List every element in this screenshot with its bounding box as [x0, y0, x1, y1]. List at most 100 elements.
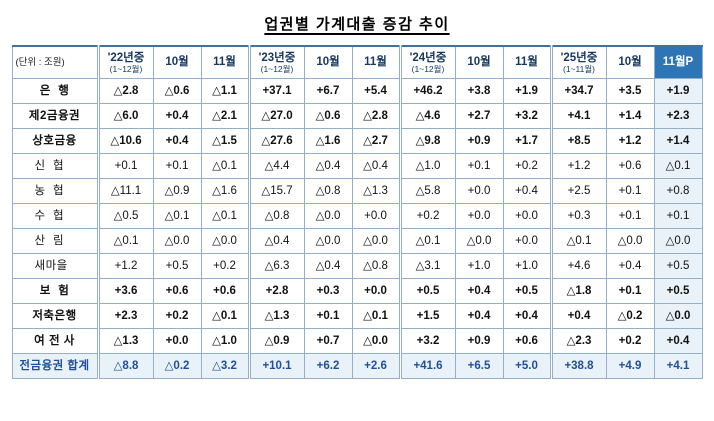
value-cell: △0.4 [351, 153, 401, 179]
value-cell: +4.1 [653, 353, 703, 379]
value-cell: △11.1 [96, 178, 154, 204]
value-cell: +8.5 [549, 128, 607, 154]
value-cell: +0.4 [549, 303, 607, 329]
value-cell: +0.1 [152, 153, 202, 179]
value-cell: +2.3 [96, 303, 154, 329]
value-cell: △0.1 [200, 303, 250, 329]
value-cell: +1.2 [549, 153, 607, 179]
value-cell: △2.3 [549, 328, 607, 354]
value-cell: +0.1 [653, 203, 703, 229]
header-month-cell: 10월 [454, 45, 504, 79]
table-row: 산 림 △0.1 △0.0 △0.0 △0.4 △0.0 △0.0 △0.1 △0.0 +0.0 △… [11, 228, 703, 254]
value-cell: +0.4 [152, 128, 202, 154]
header-month-cell: 11월P [653, 45, 703, 79]
value-cell: +0.2 [502, 153, 552, 179]
value-cell: △6.0 [96, 103, 154, 129]
value-cell: +0.6 [605, 153, 655, 179]
row-label: 수 협 [11, 203, 99, 229]
row-label: 보 험 [11, 278, 99, 304]
header-year-cell: '25년중 (1~11월) [549, 45, 607, 79]
value-cell: △1.5 [200, 128, 250, 154]
year-sub-label: (1~12월) [411, 63, 445, 74]
row-label: 은 행 [11, 78, 99, 104]
value-cell: △1.1 [200, 78, 250, 104]
value-cell: △6.3 [247, 253, 305, 279]
value-cell: +0.1 [605, 278, 655, 304]
value-cell: △0.0 [454, 228, 504, 254]
value-cell: △1.6 [303, 128, 353, 154]
value-cell: +0.7 [303, 328, 353, 354]
value-cell: △0.1 [351, 303, 401, 329]
year-label: '25년중 [560, 51, 598, 64]
value-cell: +0.6 [200, 278, 250, 304]
table-header-row: (단위 : 조원) '22년중 (1~12월) 10월 11월 '23년중 (1~12월) 1… [11, 45, 703, 79]
value-cell: +5.0 [502, 353, 552, 379]
household-loan-change-table: (단위 : 조원) '22년중 (1~12월) 10월 11월 '23년중 (1~12월) 1… [11, 45, 703, 379]
value-cell: △0.1 [96, 228, 154, 254]
row-label: 산 림 [11, 228, 99, 254]
table-header: (단위 : 조원) '22년중 (1~12월) 10월 11월 '23년중 (1~12월) 1… [11, 45, 703, 79]
value-cell: +0.1 [96, 153, 154, 179]
row-label: 여 전 사 [11, 328, 99, 354]
header-month-cell: 10월 [303, 45, 353, 79]
header-month-cell: 11월 [200, 45, 250, 79]
row-label: 제2금융권 [11, 103, 99, 129]
value-cell: +0.3 [303, 278, 353, 304]
value-cell: +37.1 [247, 78, 305, 104]
unit-label: (단위 : 조원) [11, 45, 99, 79]
value-cell: △1.0 [398, 153, 456, 179]
value-cell: △15.7 [247, 178, 305, 204]
value-cell: △0.2 [152, 353, 202, 379]
value-cell: △1.6 [200, 178, 250, 204]
value-cell: △2.8 [96, 78, 154, 104]
value-cell: +0.2 [200, 253, 250, 279]
value-cell: +4.6 [549, 253, 607, 279]
value-cell: +0.3 [549, 203, 607, 229]
value-cell: +3.8 [454, 78, 504, 104]
value-cell: △0.6 [152, 78, 202, 104]
value-cell: +1.4 [653, 128, 703, 154]
value-cell: △0.4 [247, 228, 305, 254]
value-cell: +0.4 [152, 103, 202, 129]
value-cell: +0.1 [605, 178, 655, 204]
value-cell: △1.0 [200, 328, 250, 354]
value-cell: △0.0 [351, 228, 401, 254]
value-cell: +6.2 [303, 353, 353, 379]
value-cell: +0.4 [502, 178, 552, 204]
year-label: '24년중 [409, 51, 447, 64]
table-row: 수 협 △0.5 △0.1 △0.1 △0.8 △0.0 +0.0 +0.2 +0.0 +0.0 +… [11, 203, 703, 229]
value-cell: △0.1 [152, 203, 202, 229]
value-cell: △0.0 [303, 228, 353, 254]
value-cell: +1.2 [96, 253, 154, 279]
table-row: 새마을 +1.2 +0.5 +0.2 △6.3 △0.4 △0.8 △3.1 +1.0 +1.0 +… [11, 253, 703, 279]
value-cell: +0.9 [454, 328, 504, 354]
row-label: 새마을 [11, 253, 99, 279]
value-cell: +0.1 [303, 303, 353, 329]
value-cell: △0.2 [605, 303, 655, 329]
value-cell: +0.4 [454, 303, 504, 329]
value-cell: +1.4 [605, 103, 655, 129]
value-cell: △0.0 [152, 228, 202, 254]
value-cell: △0.0 [303, 203, 353, 229]
value-cell: +3.2 [398, 328, 456, 354]
value-cell: +1.9 [502, 78, 552, 104]
value-cell: △8.8 [96, 353, 154, 379]
value-cell: △5.8 [398, 178, 456, 204]
value-cell: △4.4 [247, 153, 305, 179]
value-cell: +0.5 [653, 253, 703, 279]
value-cell: +0.2 [605, 328, 655, 354]
header-year-cell: '22년중 (1~12월) [96, 45, 154, 79]
row-label: 전금융권 합계 [11, 353, 99, 379]
value-cell: △0.4 [303, 153, 353, 179]
value-cell: △0.1 [398, 228, 456, 254]
value-cell: +1.9 [653, 78, 703, 104]
value-cell: +1.0 [502, 253, 552, 279]
value-cell: +4.9 [605, 353, 655, 379]
value-cell: +10.1 [247, 353, 305, 379]
value-cell: △3.2 [200, 353, 250, 379]
header-month-cell: 10월 [152, 45, 202, 79]
value-cell: +34.7 [549, 78, 607, 104]
value-cell: +1.5 [398, 303, 456, 329]
value-cell: △3.1 [398, 253, 456, 279]
value-cell: +0.4 [605, 253, 655, 279]
